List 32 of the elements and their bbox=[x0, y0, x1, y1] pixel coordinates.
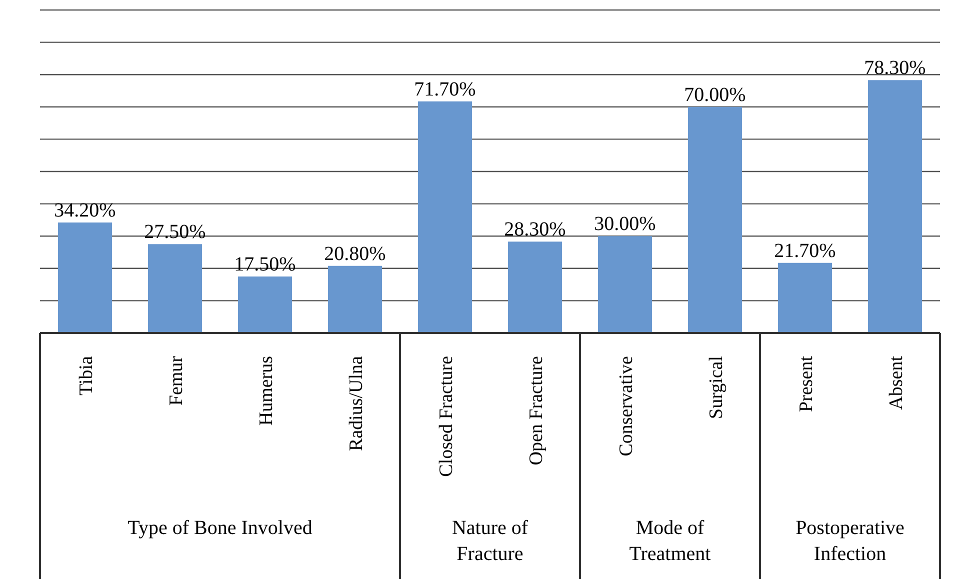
x-tick-label: Surgical bbox=[706, 356, 727, 419]
x-tick-label: Open Fracture bbox=[526, 356, 547, 466]
x-tick-label: Tibia bbox=[76, 355, 97, 396]
x-tick-label: Closed Fracture bbox=[436, 356, 457, 477]
bar bbox=[598, 236, 652, 333]
data-label: 20.80% bbox=[324, 242, 386, 265]
data-label: 71.70% bbox=[414, 78, 476, 100]
text: Type of Bone Involved bbox=[126, 516, 314, 541]
text: Mode of Treatment bbox=[628, 516, 712, 567]
data-label: 34.20% bbox=[54, 200, 116, 222]
data-label: 30.00% bbox=[594, 213, 656, 236]
bar bbox=[238, 276, 292, 333]
x-tick-label: Radius/Ulna bbox=[346, 355, 367, 451]
bar bbox=[868, 80, 922, 333]
data-label: 21.70% bbox=[774, 240, 836, 262]
data-label: 28.30% bbox=[504, 218, 566, 241]
data-label: 70.00% bbox=[684, 84, 746, 106]
bar bbox=[148, 244, 202, 333]
data-label: 78.30% bbox=[864, 57, 926, 80]
bar bbox=[688, 106, 742, 333]
x-tick-label: Humerus bbox=[256, 356, 277, 426]
x-tick-label: Femur bbox=[166, 355, 187, 406]
bar bbox=[418, 101, 472, 333]
x-tick-label: Conservative bbox=[616, 356, 637, 456]
x-tick-label: Absent bbox=[886, 355, 907, 410]
text: Postoperative Infection bbox=[794, 516, 906, 567]
bar bbox=[508, 242, 562, 333]
text: Nature of Fracture bbox=[450, 516, 530, 567]
x-tick-label: Present bbox=[796, 355, 817, 412]
bar bbox=[778, 262, 832, 333]
bar bbox=[328, 266, 382, 333]
bar bbox=[58, 222, 112, 333]
